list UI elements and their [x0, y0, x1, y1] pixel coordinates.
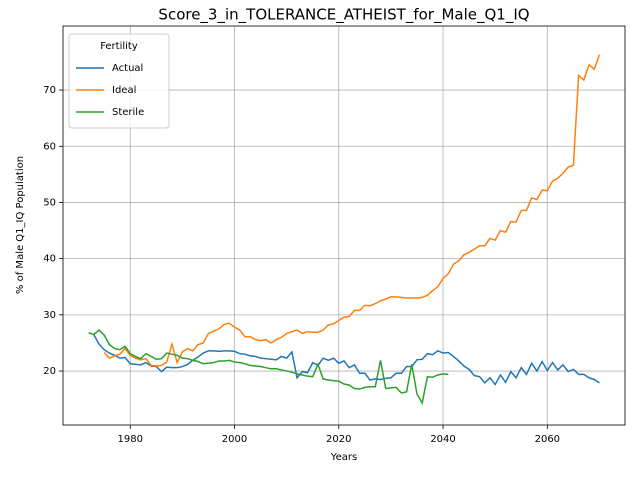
legend-label: Sterile [112, 107, 144, 118]
y-axis-label: % of Male Q1_IQ Population [15, 156, 26, 294]
y-tick-label: 70 [43, 85, 56, 96]
y-tick-label: 30 [43, 310, 56, 321]
series-line [103, 54, 601, 367]
legend: Fertility Actual Ideal Sterile [68, 33, 170, 129]
x-tick-label: 2000 [222, 434, 247, 445]
y-tick-label: 40 [43, 254, 56, 265]
y-tick-label: 20 [43, 366, 56, 377]
series-line [93, 334, 600, 386]
x-tick-label: 1980 [118, 434, 143, 445]
x-tick-label: 2060 [535, 434, 560, 445]
series-line [88, 329, 449, 406]
chart-title: Score_3_in_TOLERANCE_ATHEIST_for_Male_Q1… [158, 6, 529, 25]
legend-label: Ideal [112, 85, 136, 96]
x-tick-label: 2020 [326, 434, 351, 445]
y-tick-label: 50 [43, 197, 56, 208]
legend-box [68, 33, 170, 129]
x-axis-label: Years [330, 452, 357, 463]
legend-title: Fertility [100, 41, 138, 52]
x-tick-label: 2040 [430, 434, 455, 445]
y-tick-label: 60 [43, 141, 56, 152]
plot-frame [62, 25, 626, 426]
legend-label: Actual [112, 63, 143, 74]
